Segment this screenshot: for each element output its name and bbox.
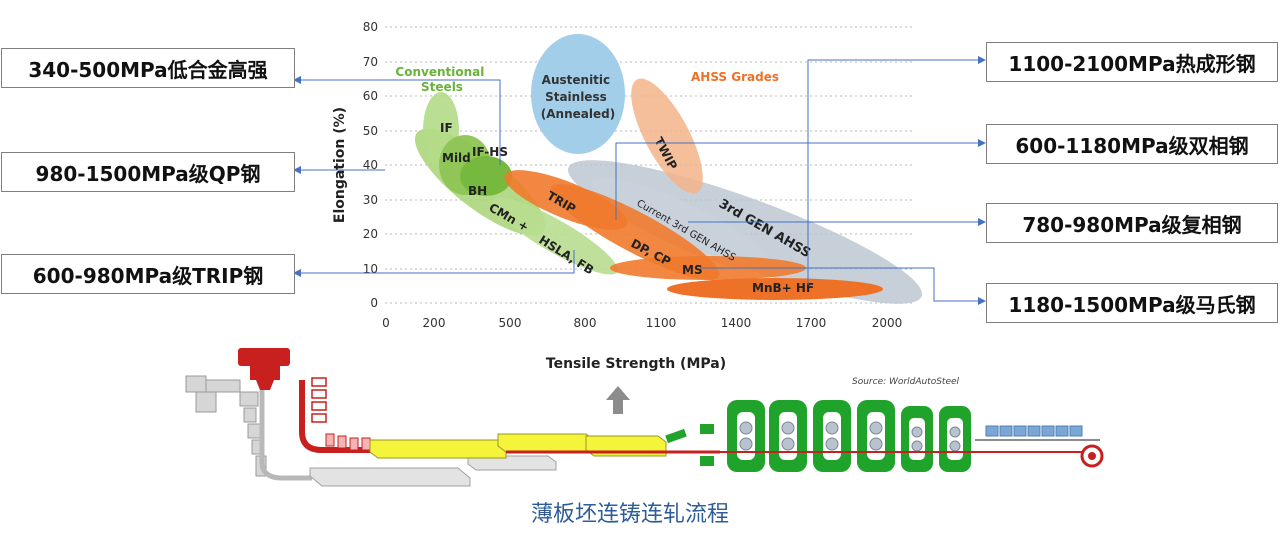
production-line	[185, 348, 1104, 487]
callout-qp: 980-1500MPa级QP钢	[1, 152, 295, 192]
x-tick-label: 1100	[646, 316, 677, 330]
chart: 80 70 60 50 40 30 20 10 0 0 200 500 800 …	[332, 20, 960, 387]
callout-cp: 780-980MPa级复相钢	[986, 203, 1278, 243]
region-austenitic	[531, 34, 625, 154]
caster-segments	[325, 433, 371, 451]
arrowhead-ms	[978, 297, 986, 305]
region-bh	[460, 156, 512, 196]
tunnel-furnace	[369, 433, 667, 459]
callout-hf: 1100-2100MPa热成形钢	[986, 42, 1278, 82]
caster-rolls	[311, 377, 327, 423]
y-tick-label: 40	[363, 158, 378, 172]
group-austenitic-line2: Stainless	[545, 90, 607, 104]
arrowhead-cp	[978, 218, 986, 226]
x-tick-label: 1400	[721, 316, 752, 330]
arrowhead-trip	[293, 269, 301, 277]
connector-trip	[300, 250, 575, 274]
group-ahss: AHSS Grades	[691, 70, 779, 84]
callout-dp: 600-1180MPa级双相钢	[986, 124, 1278, 164]
process-caption: 薄板坯连铸连轧流程	[530, 502, 729, 527]
label-bh: BH	[468, 184, 487, 198]
connector-hsla	[300, 79, 501, 165]
group-austenitic-line1: Austenitic	[542, 73, 610, 87]
region-twip	[631, 78, 703, 194]
x-tick-label: 2000	[872, 316, 903, 330]
ladle-turret-grey	[185, 375, 267, 477]
y-tick-label: 50	[363, 124, 378, 138]
cooling-sprays	[985, 425, 1083, 437]
connector-ms	[700, 267, 980, 302]
y-tick-label: 10	[363, 262, 378, 276]
shear	[665, 424, 714, 466]
label-mnb-hf: MnB+ HF	[752, 281, 814, 295]
group-conventional: Conventional Steels	[395, 65, 488, 94]
x-tick-label: 0	[382, 316, 390, 330]
label-mild: Mild	[442, 151, 471, 165]
ladle-red	[238, 348, 290, 390]
region-hsla	[492, 197, 618, 275]
arrowhead-dp	[978, 139, 986, 147]
x-tick-label: 800	[574, 316, 597, 330]
mill-rolls	[739, 421, 961, 452]
y-ticks: 80 70 60 50 40 30 20 10 0	[363, 20, 378, 310]
y-axis-title: Elongation (%)	[332, 107, 348, 223]
coiler	[1080, 444, 1104, 468]
source-note: Source: WorldAutoSteel	[852, 377, 960, 387]
callout-trip: 600-980MPa级TRIP钢	[1, 254, 295, 294]
group-conventional-line2: Steels	[421, 80, 463, 94]
grey-furnace	[309, 455, 557, 487]
callout-ms: 1180-1500MPa级马氏钢	[986, 283, 1278, 323]
grey-strand	[259, 390, 312, 481]
connector-hf	[807, 59, 980, 285]
y-tick-label: 30	[363, 193, 378, 207]
x-axis-title: Tensile Strength (MPa)	[546, 356, 726, 372]
regions	[414, 34, 923, 304]
region-current-3rd-gen	[590, 178, 770, 270]
y-tick-label: 70	[363, 55, 378, 69]
mill-stands	[720, 400, 985, 472]
y-tick-label: 60	[363, 89, 378, 103]
up-arrow-icon	[606, 386, 630, 414]
y-tick-label: 80	[363, 20, 378, 34]
region-dp-cp	[550, 184, 720, 280]
arrowhead-hsla	[293, 76, 301, 84]
callout-arrowheads	[293, 56, 986, 305]
region-mnb-hf	[667, 278, 883, 300]
label-ms: MS	[682, 263, 703, 277]
group-conventional-line1: Conventional	[395, 65, 484, 79]
x-ticks: 0 200 500 800 1100 1400 1700 2000	[382, 316, 902, 330]
cooling-table	[975, 425, 1100, 453]
callout-connectors	[300, 59, 980, 302]
connector-dp	[615, 142, 980, 220]
group-austenitic: Austenitic Stainless (Annealed)	[541, 73, 615, 121]
callout-hsla: 340-500MPa低合金高强	[1, 48, 295, 88]
x-tick-label: 1700	[796, 316, 827, 330]
y-tick-label: 0	[370, 296, 378, 310]
group-austenitic-line3: (Annealed)	[541, 107, 615, 121]
arrowhead-qp	[293, 166, 301, 174]
y-tick-label: 20	[363, 227, 378, 241]
x-tick-label: 500	[499, 316, 522, 330]
red-strand	[299, 380, 372, 453]
x-tick-label: 200	[423, 316, 446, 330]
label-if: IF	[440, 121, 453, 135]
arrowhead-hf	[978, 56, 986, 64]
label-if-hs: IF-HS	[472, 145, 508, 159]
